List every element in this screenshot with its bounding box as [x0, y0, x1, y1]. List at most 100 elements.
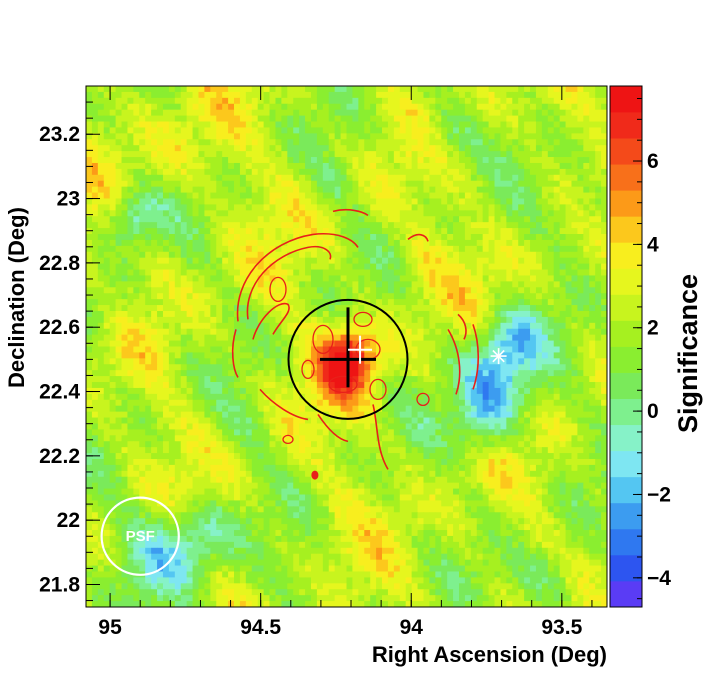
- heatmap-cell: [464, 310, 472, 318]
- heatmap-cell: [553, 293, 561, 300]
- heatmap-cell: [370, 417, 377, 424]
- heatmap-cell: [192, 299, 199, 306]
- heatmap-cell: [186, 109, 193, 116]
- heatmap-cell: [352, 145, 359, 152]
- heatmap-cell: [441, 162, 448, 170]
- heatmap-cell: [441, 186, 448, 193]
- heatmap-cell: [186, 263, 193, 270]
- heatmap-cell: [115, 157, 122, 164]
- heatmap-cell: [506, 322, 513, 330]
- heatmap-cell: [352, 257, 359, 265]
- heatmap-cell: [257, 322, 265, 330]
- heatmap-cell: [139, 192, 146, 199]
- heatmap-cell: [565, 382, 572, 389]
- heatmap-cell: [287, 251, 294, 259]
- heatmap-cell: [269, 127, 276, 134]
- heatmap-cell: [595, 346, 602, 353]
- heatmap-cell: [97, 251, 105, 259]
- heatmap-cell: [571, 86, 578, 93]
- heatmap-cell: [281, 157, 288, 164]
- heatmap-cell: [553, 216, 561, 223]
- heatmap-cell: [583, 305, 590, 312]
- heatmap-cell: [151, 293, 158, 300]
- heatmap-cell: [305, 263, 312, 270]
- heatmap-cell: [281, 417, 288, 424]
- heatmap-cell: [524, 210, 531, 217]
- heatmap-cell: [145, 352, 152, 359]
- heatmap-cell: [180, 405, 188, 413]
- heatmap-cell: [228, 316, 235, 324]
- heatmap-cell: [583, 328, 590, 336]
- heatmap-cell: [559, 263, 566, 270]
- heatmap-cell: [547, 281, 555, 288]
- heatmap-cell: [168, 162, 176, 170]
- heatmap-cell: [222, 263, 229, 270]
- heatmap-cell: [299, 263, 306, 270]
- heatmap-cell: [382, 228, 389, 235]
- heatmap-cell: [518, 334, 525, 341]
- heatmap-cell: [245, 186, 253, 193]
- heatmap-cell: [476, 334, 484, 341]
- heatmap-cell: [512, 257, 519, 265]
- heatmap-cell: [364, 263, 371, 270]
- heatmap-cell: [376, 340, 383, 347]
- heatmap-cell: [281, 151, 288, 158]
- heatmap-cell: [387, 393, 395, 401]
- heatmap-cell: [157, 305, 164, 312]
- heatmap-cell: [127, 239, 134, 247]
- heatmap-cell: [210, 127, 217, 134]
- heatmap-cell: [358, 257, 365, 265]
- heatmap-cell: [488, 393, 495, 401]
- heatmap-cell: [482, 127, 489, 134]
- heatmap-cell: [251, 399, 259, 407]
- heatmap-cell: [287, 393, 294, 401]
- heatmap-cell: [393, 399, 401, 407]
- heatmap-cell: [257, 121, 265, 128]
- heatmap-cell: [346, 399, 353, 407]
- heatmap-cell: [192, 334, 199, 341]
- heatmap-cell: [595, 358, 602, 365]
- heatmap-cell: [269, 139, 276, 146]
- heatmap-cell: [133, 204, 140, 211]
- heatmap-cell: [162, 115, 170, 122]
- heatmap-cell: [151, 239, 158, 247]
- heatmap-cell: [234, 216, 241, 223]
- heatmap-cell: [423, 109, 430, 116]
- heatmap-cell: [263, 228, 270, 235]
- heatmap-cell: [97, 305, 105, 312]
- heatmap-cell: [180, 251, 188, 259]
- heatmap-cell: [121, 86, 128, 93]
- heatmap-cell: [139, 109, 146, 116]
- heatmap-cell: [571, 263, 578, 270]
- heatmap-cell: [204, 127, 211, 134]
- heatmap-cell: [305, 287, 312, 294]
- heatmap-cell: [86, 305, 93, 312]
- heatmap-cell: [245, 370, 253, 377]
- heatmap-cell: [423, 328, 430, 336]
- heatmap-cell: [506, 86, 513, 93]
- heatmap-cell: [251, 316, 259, 324]
- heatmap-cell: [204, 168, 211, 176]
- heatmap-cell: [589, 310, 596, 318]
- heatmap-cell: [328, 352, 336, 359]
- heatmap-cell: [370, 180, 377, 188]
- heatmap-cell: [91, 86, 99, 93]
- heatmap-cell: [86, 121, 93, 128]
- heatmap-cell: [151, 121, 158, 128]
- heatmap-cell: [370, 334, 377, 341]
- heatmap-cell: [535, 340, 543, 347]
- heatmap-cell: [251, 382, 259, 389]
- heatmap-cell: [192, 417, 199, 424]
- heatmap-cell: [458, 387, 466, 395]
- heatmap-cell: [376, 275, 383, 282]
- heatmap-cell: [547, 316, 555, 324]
- heatmap-cell: [476, 103, 484, 111]
- heatmap-cell: [151, 162, 158, 170]
- heatmap-cell: [583, 310, 590, 318]
- heatmap-cell: [583, 216, 590, 223]
- heatmap-cell: [518, 151, 525, 158]
- heatmap-cell: [139, 376, 146, 383]
- heatmap-cell: [429, 86, 436, 93]
- heatmap-cell: [186, 310, 193, 318]
- heatmap-cell: [328, 393, 336, 401]
